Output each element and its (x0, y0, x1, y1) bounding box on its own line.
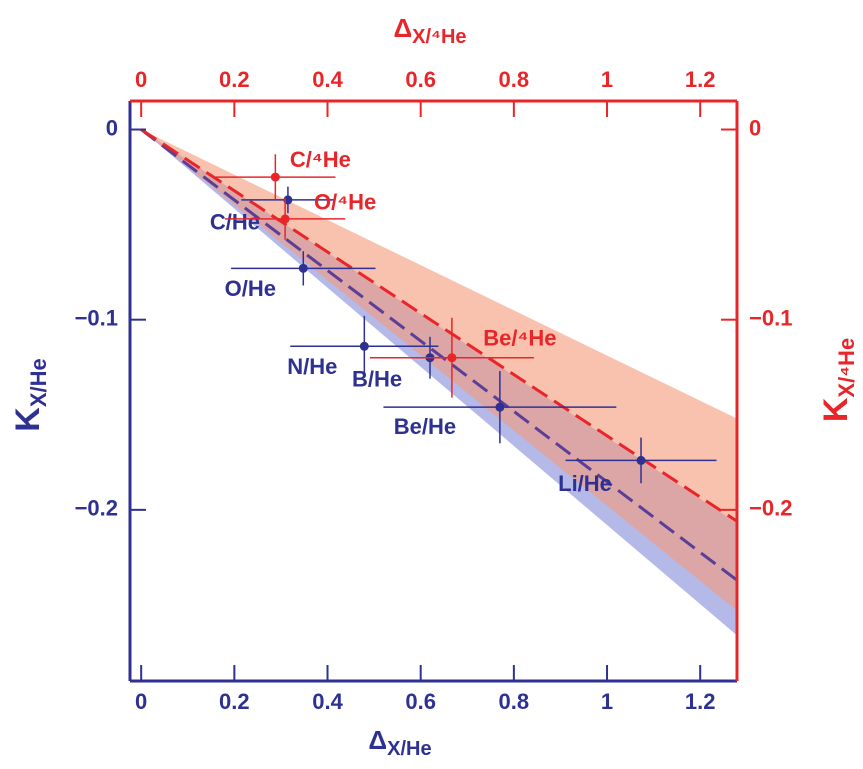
y-axis-title-sub: X/He (26, 358, 51, 407)
x2-axis-title: ΔX/⁴He (393, 13, 466, 48)
x-axis-title-main: Δ (368, 725, 387, 755)
y2-tick-label: 0 (749, 115, 761, 140)
x-tick-label: 0.4 (312, 689, 343, 714)
y2-axis-title: KX/⁴He (817, 338, 859, 422)
x-tick-label: 1 (601, 689, 613, 714)
point-label: O/He (225, 276, 276, 301)
y-tick-label: −0.1 (75, 306, 118, 331)
confidence-band (141, 129, 737, 611)
point-label: C/⁴He (290, 147, 351, 172)
y2-axis-title-sub: X/⁴He (834, 338, 859, 398)
point-label: N/He (287, 354, 337, 379)
confidence-band (141, 129, 737, 636)
x2-tick-label: 1 (601, 67, 613, 92)
data-point (447, 353, 457, 363)
point-label: Be/⁴He (483, 326, 556, 351)
x-tick-label: 0.8 (499, 689, 530, 714)
x2-tick-label: 0.6 (405, 67, 436, 92)
x-tick-label: 0.2 (219, 689, 250, 714)
data-point (298, 263, 308, 273)
y-axis-title: KX/He (9, 358, 51, 431)
data-point (359, 341, 369, 351)
x2-tick-label: 0.8 (499, 67, 530, 92)
point-label: O/⁴He (314, 190, 376, 215)
point-label: C/He (210, 210, 260, 235)
x-axis-title: ΔX/He (368, 725, 431, 760)
point-label: Li/He (558, 471, 612, 496)
y2-tick-label: −0.1 (749, 306, 792, 331)
y2-axis-title-main: K (817, 397, 855, 422)
y-tick-label: −0.2 (75, 496, 118, 521)
y2-tick-label: −0.2 (749, 496, 792, 521)
point-label: Be/He (394, 414, 456, 439)
x2-axis-title-sub: X/⁴He (412, 26, 466, 48)
data-point (636, 455, 646, 465)
x-tick-label: 0 (135, 689, 147, 714)
x2-tick-label: 1.2 (685, 67, 716, 92)
fit-line (140, 128, 738, 523)
y-tick-label: 0 (106, 115, 118, 140)
point-label: B/He (352, 367, 402, 392)
x-axis-title-sub: X/He (387, 738, 431, 760)
data-point (270, 172, 280, 182)
x2-tick-label: 0.4 (312, 67, 343, 92)
fit-line (140, 128, 738, 582)
y-axis-title-main: K (9, 407, 47, 432)
data-point (495, 402, 505, 412)
x-tick-label: 1.2 (685, 689, 716, 714)
x2-tick-label: 0.2 (219, 67, 250, 92)
x-tick-label: 0.6 (405, 689, 436, 714)
data-point (280, 214, 290, 224)
x2-tick-label: 0 (135, 67, 147, 92)
x2-axis-title-main: Δ (393, 13, 412, 43)
